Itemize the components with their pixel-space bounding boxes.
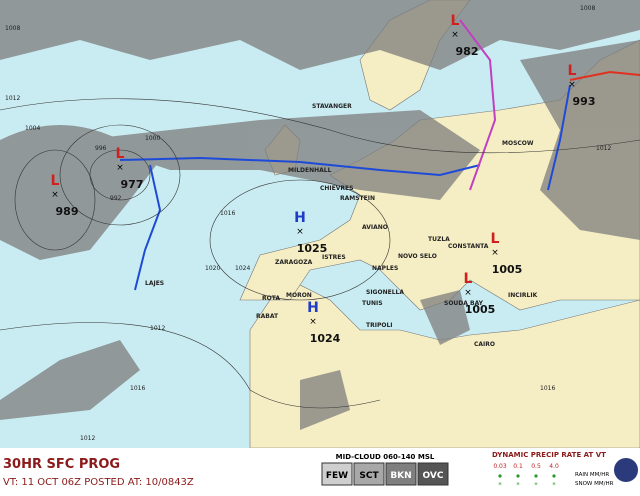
isobar-label: 992 bbox=[110, 195, 122, 202]
pressure-value: 1005 bbox=[465, 303, 496, 316]
pressure-value: 1024 bbox=[310, 332, 341, 345]
isobar-label: 1016 bbox=[130, 385, 145, 392]
warm-front bbox=[569, 70, 640, 81]
isobar-label: 1012 bbox=[5, 95, 20, 102]
city-label: CONSTANTA bbox=[448, 243, 489, 250]
city-label: TRIPOLI bbox=[366, 322, 393, 329]
cloud-legend-title: MID-CLOUD 060-140 MSL bbox=[336, 453, 435, 461]
cloud-level-swatch bbox=[321, 462, 353, 486]
cold-front bbox=[547, 84, 571, 191]
city-label: SOUDA BAY bbox=[444, 300, 484, 307]
cold-front bbox=[134, 164, 162, 291]
occluded-front bbox=[459, 19, 497, 191]
city-label: NAPLES bbox=[372, 265, 398, 272]
city-label: CHIEVRES bbox=[320, 185, 353, 192]
precip-legend-title: DYNAMIC PRECIP RATE AT VT bbox=[492, 451, 606, 459]
pressure-letter: L bbox=[491, 231, 500, 247]
pressure-letter: L bbox=[568, 63, 577, 79]
subtitle: VT: 11 OCT 06Z POSTED AT: 10/0843Z bbox=[3, 477, 194, 488]
city-label: CAIRO bbox=[474, 341, 495, 348]
city-label: LAJES bbox=[145, 280, 164, 287]
snow-symbol: * bbox=[534, 481, 538, 489]
cloud-level-label: FEW bbox=[326, 471, 348, 481]
pressure-center-mark: × bbox=[464, 288, 472, 298]
isobar-label: 1024 bbox=[235, 265, 250, 272]
precip-rate: 4.0 bbox=[549, 463, 559, 470]
isobar-label: 996 bbox=[95, 145, 107, 152]
cloud-level-swatch bbox=[385, 462, 417, 486]
pressure-center-mark: × bbox=[568, 80, 576, 90]
city-label: NOVO SELO bbox=[398, 253, 437, 260]
snow-label: SNOW MM/HR bbox=[575, 481, 614, 487]
isobar-label: 1012 bbox=[150, 325, 165, 332]
cloud-level-label: BKN bbox=[390, 471, 411, 481]
pressure-center-mark: × bbox=[296, 227, 304, 237]
pressure-value: 977 bbox=[121, 178, 144, 191]
rain-label: RAIN MM/HR bbox=[575, 472, 609, 478]
isobar-label: 1016 bbox=[220, 210, 235, 217]
precip-rate: 0.5 bbox=[531, 463, 541, 470]
pressure-center-mark: × bbox=[451, 30, 459, 40]
cloud-level-label: OVC bbox=[423, 471, 444, 481]
isobar-label: 1012 bbox=[80, 435, 95, 442]
pressure-value: 982 bbox=[456, 45, 479, 58]
city-label: RABAT bbox=[256, 313, 279, 320]
title: 30HR SFC PROG bbox=[3, 457, 120, 472]
city-label: RAMSTEIN bbox=[340, 195, 375, 202]
city-label: SIGONELLA bbox=[366, 289, 404, 296]
pressure-letter: L bbox=[464, 271, 473, 287]
isobars bbox=[0, 98, 640, 409]
dynamic-layer: L×989L×977H×1025H×1024L×982L×993L×1005L×… bbox=[5, 5, 611, 442]
isobar-label: 1008 bbox=[580, 5, 595, 12]
precip-rate: 0.1 bbox=[513, 463, 523, 470]
cloud-level-label: SCT bbox=[359, 471, 379, 481]
city-label: TUZLA bbox=[428, 236, 450, 243]
pressure-value: 1025 bbox=[297, 242, 328, 255]
pressure-center-mark: × bbox=[309, 317, 317, 327]
city-label: ISTRES bbox=[322, 254, 346, 261]
agency-logo bbox=[614, 458, 638, 482]
isobar-label: 1004 bbox=[25, 125, 40, 132]
city-label: MILDENHALL bbox=[288, 167, 332, 174]
pressure-value: 1005 bbox=[492, 263, 523, 276]
pressure-center-mark: × bbox=[491, 248, 499, 258]
city-label: MORON bbox=[286, 292, 312, 299]
city-label: AVIANO bbox=[362, 224, 388, 231]
city-label: ROTA bbox=[262, 295, 280, 302]
city-label: STAVANGER bbox=[312, 103, 352, 110]
city-label: TUNIS bbox=[362, 300, 383, 307]
city-label: ZARAGOZA bbox=[275, 259, 313, 266]
isobar-label: 1008 bbox=[5, 25, 20, 32]
city-label: MOSCOW bbox=[502, 140, 534, 147]
pressure-letter: L bbox=[51, 173, 60, 189]
rain-symbol bbox=[498, 474, 502, 478]
isobar-label: 1020 bbox=[205, 265, 220, 272]
city-label: INCIRLIK bbox=[508, 292, 538, 299]
snow-symbol: * bbox=[516, 481, 520, 489]
precip-rate: 0.03 bbox=[493, 463, 507, 470]
rain-symbol bbox=[534, 474, 538, 478]
pressure-letter: L bbox=[116, 146, 125, 162]
pressure-letter: L bbox=[451, 13, 460, 29]
rain-symbol bbox=[516, 474, 520, 478]
rain-symbol bbox=[552, 474, 556, 478]
snow-symbol: * bbox=[552, 481, 556, 489]
pressure-letter: H bbox=[307, 300, 319, 316]
isobar-label: 1012 bbox=[596, 145, 611, 152]
pressure-value: 993 bbox=[573, 95, 596, 108]
snow-symbol: * bbox=[498, 481, 502, 489]
pressure-value: 989 bbox=[56, 205, 79, 218]
pressure-letter: H bbox=[294, 210, 306, 226]
isobar-label: 1016 bbox=[540, 385, 555, 392]
isobar-label: 1000 bbox=[145, 135, 160, 142]
cloud-level-swatch bbox=[417, 462, 449, 486]
pressure-center-mark: × bbox=[51, 190, 59, 200]
pressure-center-mark: × bbox=[116, 163, 124, 173]
footer bbox=[0, 448, 640, 492]
cloud-level-swatch bbox=[353, 462, 385, 486]
stationary-front bbox=[119, 156, 481, 177]
cloud-cover bbox=[0, 0, 640, 430]
